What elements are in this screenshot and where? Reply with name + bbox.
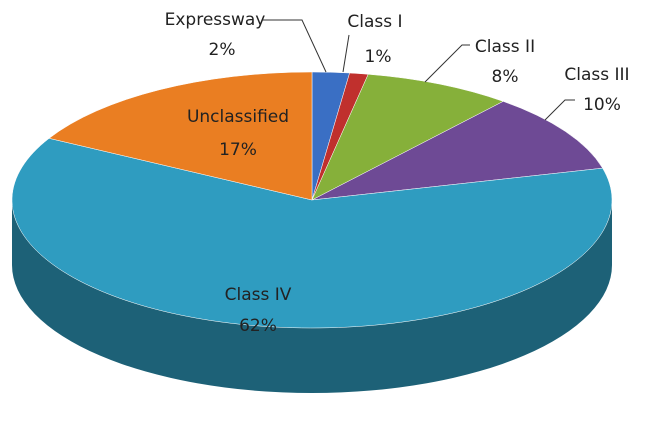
labels: Expressway 2% Class I 1% Class II 8% Class III… bbox=[165, 10, 630, 336]
pie-side bbox=[12, 200, 612, 393]
pie-sides bbox=[12, 200, 612, 393]
value-label: 8% bbox=[492, 67, 519, 87]
slice-label: Class I bbox=[347, 12, 402, 32]
pie-slice bbox=[48, 71, 313, 201]
value-label: 62% bbox=[239, 316, 277, 336]
leader-line bbox=[424, 44, 470, 83]
slice-label: Class II bbox=[475, 37, 535, 57]
value-label: 1% bbox=[365, 47, 392, 67]
pie-tops bbox=[11, 71, 613, 329]
leader-line bbox=[544, 99, 575, 121]
value-label: 10% bbox=[583, 95, 621, 115]
slice-label: Expressway bbox=[165, 10, 266, 30]
leader-line bbox=[262, 19, 327, 73]
pie-slice bbox=[311, 74, 504, 201]
slice-label: Unclassified bbox=[187, 107, 289, 127]
pie-slice bbox=[11, 138, 613, 329]
leader-line bbox=[342, 34, 350, 73]
value-label: 17% bbox=[219, 140, 257, 160]
pie-slice bbox=[311, 101, 603, 201]
slice-label: Class IV bbox=[225, 285, 292, 305]
value-label: 2% bbox=[209, 40, 236, 60]
slice-label: Class III bbox=[564, 65, 629, 85]
